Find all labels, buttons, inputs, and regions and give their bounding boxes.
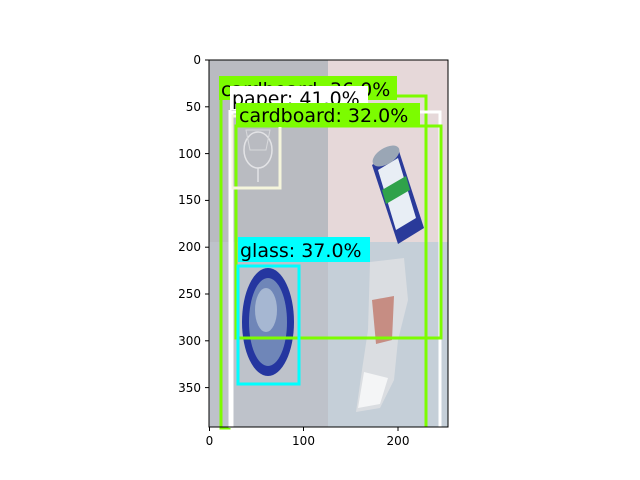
crumpled-foil-object: [356, 258, 408, 412]
y-tick-label: 200: [178, 240, 201, 254]
y-tick-label: 50: [186, 100, 201, 114]
x-tick-label: 200: [387, 434, 410, 448]
detection-box-glass: [236, 264, 301, 386]
y-tick-label: 150: [178, 193, 201, 207]
jar-lid-object: [242, 268, 294, 376]
y-tick-label: 350: [178, 381, 201, 395]
x-axis: 0 100 200: [206, 427, 410, 448]
detection-labels: cardboard: 36.0% paper: 41.0% cardboard:…: [219, 76, 420, 262]
soda-can-object: [372, 145, 424, 244]
wine-glass-object: [243, 129, 273, 182]
x-tick-label: 0: [206, 434, 214, 448]
y-tick-label: 0: [193, 53, 201, 67]
y-axis: 0 50 100 150 200 250 300 350: [178, 53, 209, 395]
x-tick-label: 100: [292, 434, 315, 448]
y-tick-label: 250: [178, 287, 201, 301]
label-bg-cardboard-32: [236, 103, 420, 127]
label-bg-glass: [238, 237, 370, 262]
label-cardboard-32: cardboard: 32.0%: [239, 105, 408, 127]
axes-frame: [208, 59, 449, 428]
y-tick-label: 300: [178, 334, 201, 348]
label-glass: glass: 37.0%: [240, 240, 362, 262]
y-tick-label: 100: [178, 147, 201, 161]
